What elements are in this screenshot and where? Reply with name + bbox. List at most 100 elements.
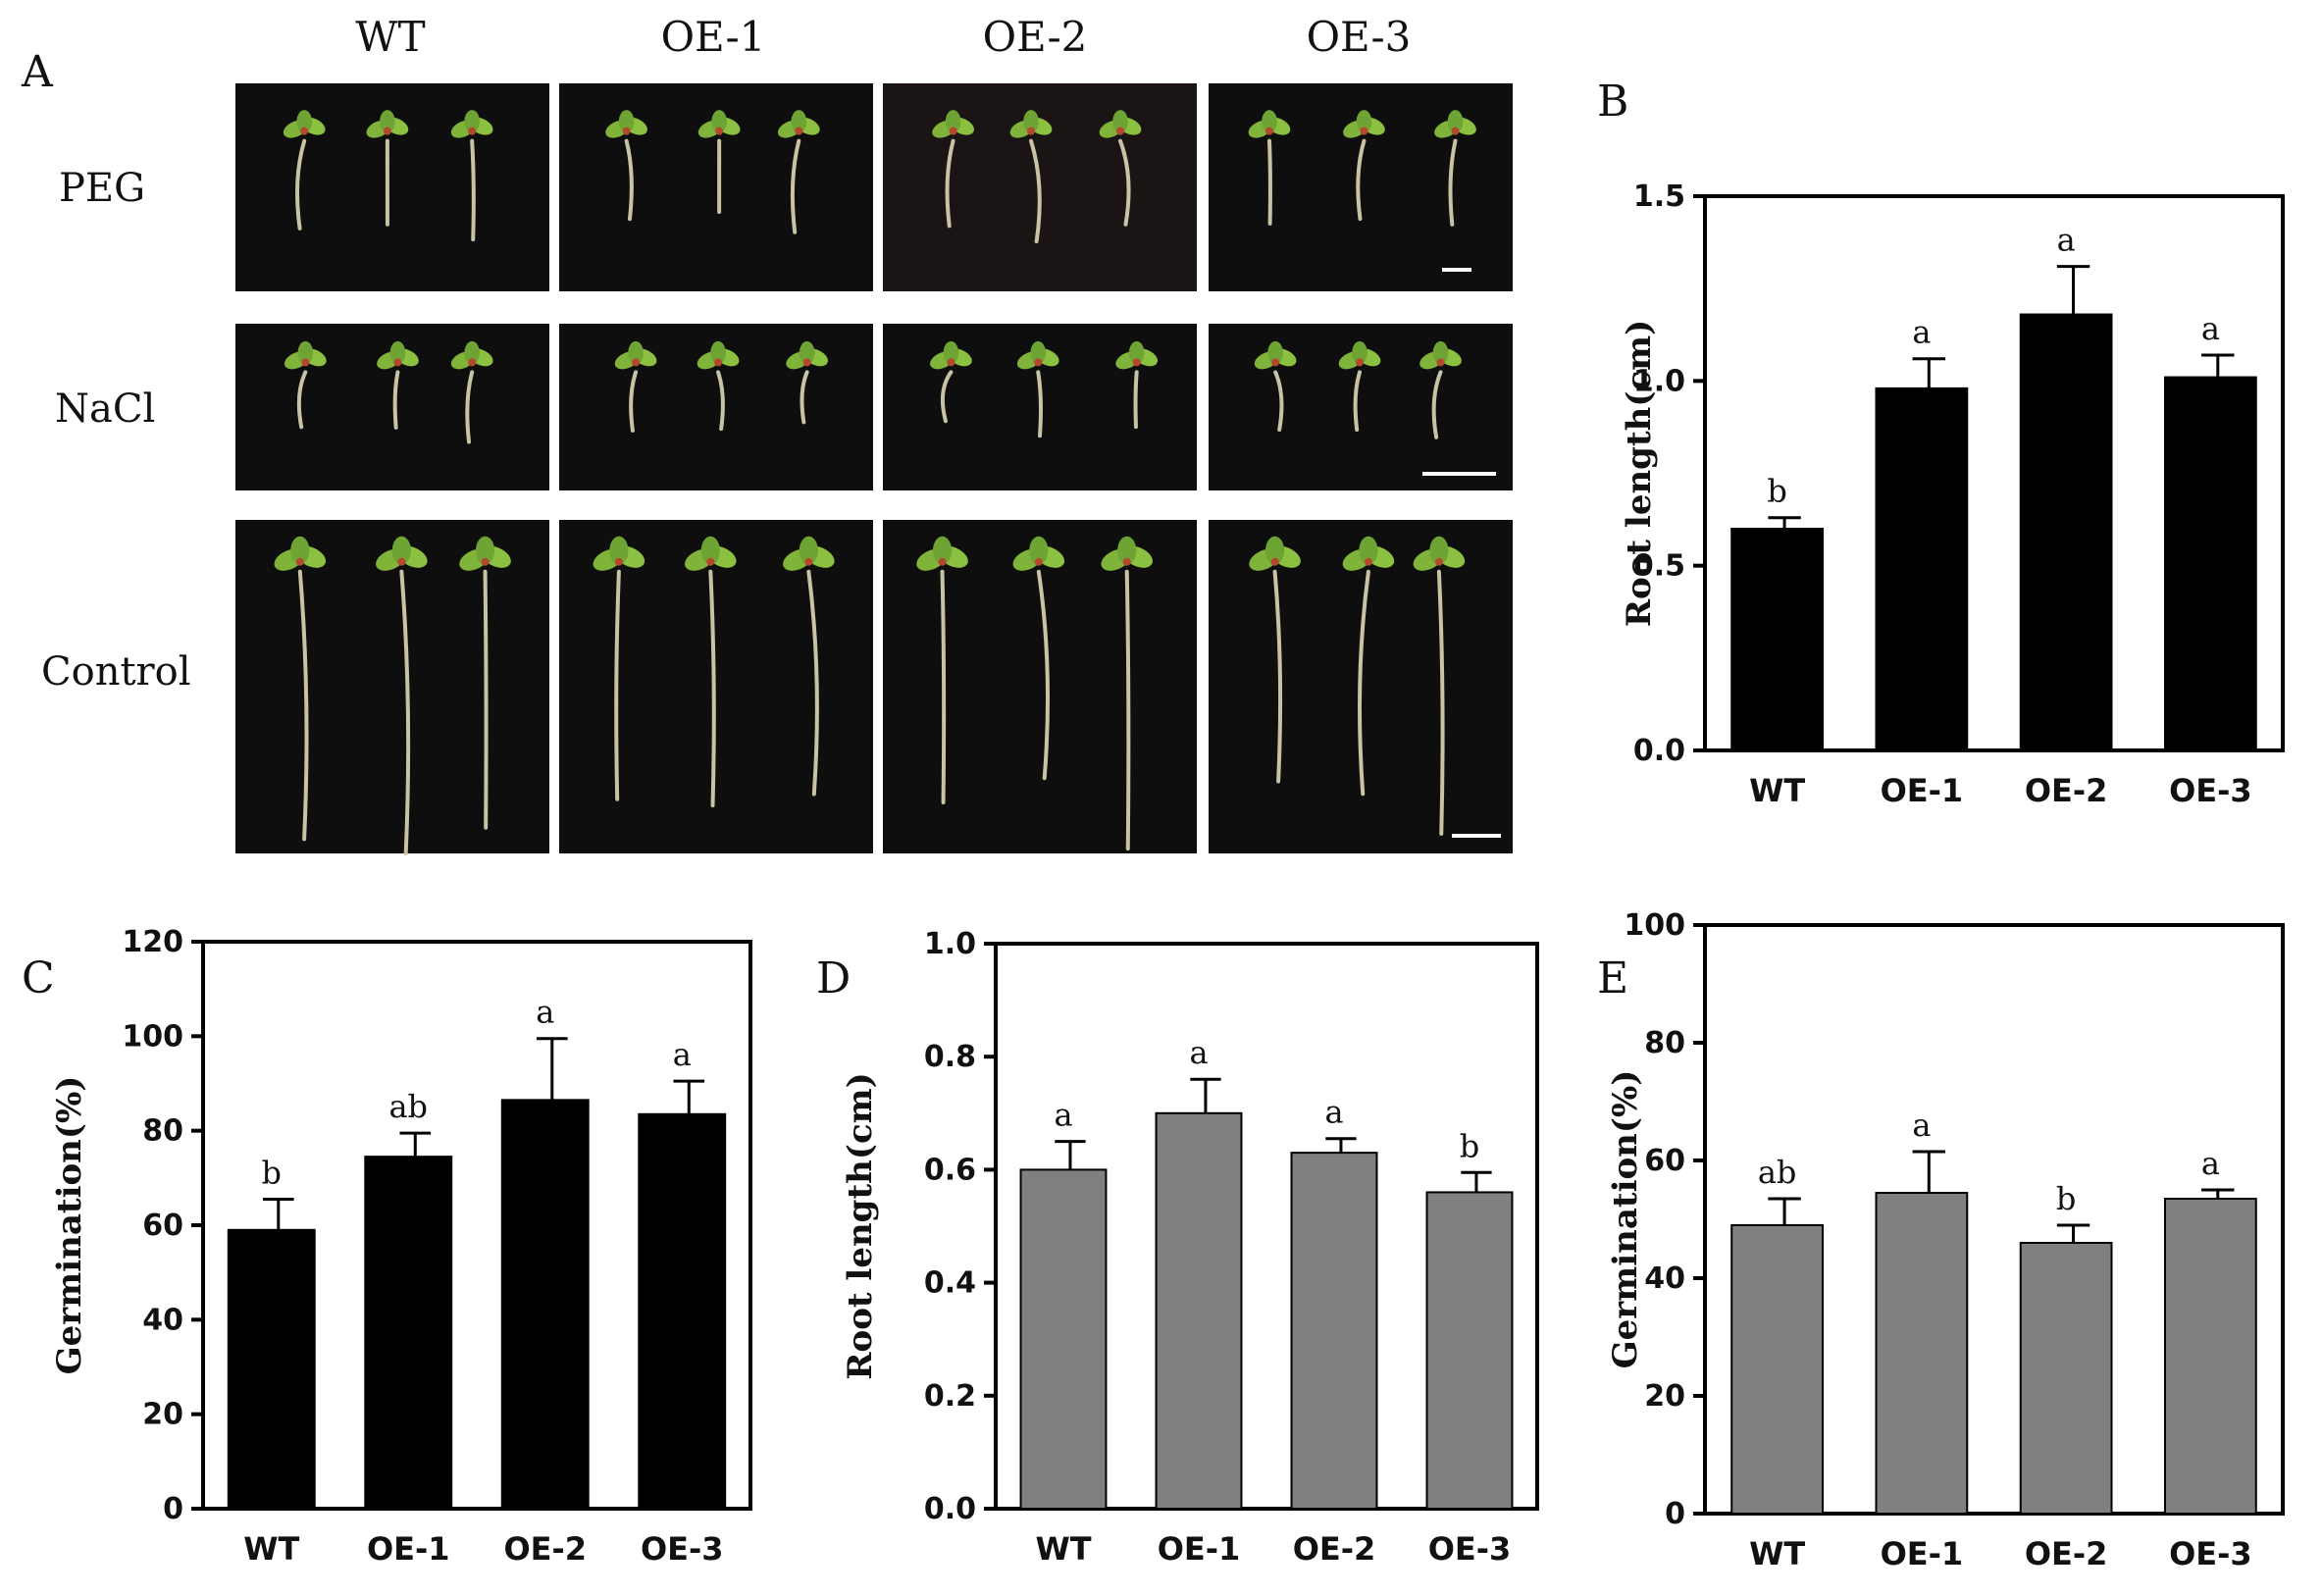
y-tick-label: 60	[142, 1209, 183, 1243]
treatment-label-peg: PEG	[59, 166, 145, 211]
y-tick-label: 100	[122, 1019, 183, 1054]
panel-label-a: A	[21, 47, 54, 97]
bar-wt	[1019, 1168, 1108, 1511]
seedling	[1115, 340, 1159, 430]
bar-wt	[1730, 1224, 1825, 1515]
plot-frame	[994, 942, 1539, 1511]
photo-control-oe1	[559, 520, 873, 853]
y-tick-label: 0.4	[924, 1266, 976, 1301]
seedling	[459, 536, 511, 830]
bar-oe-2	[1290, 1152, 1378, 1510]
bar-wt	[1730, 528, 1825, 751]
bar-oe-3	[1425, 1191, 1514, 1510]
seedling	[1413, 536, 1466, 836]
y-tick-label: 80	[1644, 1026, 1685, 1060]
seedling	[1016, 340, 1059, 438]
seedling	[697, 110, 741, 214]
seedling	[697, 340, 740, 432]
y-tick-label: 1.5	[1633, 180, 1685, 214]
x-tick-label: OE-2	[503, 1530, 587, 1568]
seedling	[614, 340, 657, 433]
x-tick-label: WT	[1749, 772, 1805, 809]
y-tick-label: 100	[1624, 908, 1685, 943]
significance-letter: a	[1912, 1107, 1931, 1144]
chart-e: E 0 20 40 60 80 100 Germination(%) ab WT a OE-1 b OE-…	[1597, 908, 2285, 1572]
y-tick-label: 20	[142, 1398, 183, 1432]
y-tick-label: 1.0	[924, 927, 976, 961]
chart-b: B 0.0 0.5 1.0 1.5 Root length(cm) b WT a OE-1 a OE-…	[1597, 77, 2285, 809]
seedling	[930, 340, 972, 424]
significance-letter: b	[2056, 1180, 2076, 1217]
seedling	[274, 536, 327, 842]
bar-oe-3	[638, 1112, 727, 1511]
significance-letter: a	[673, 1036, 692, 1073]
seedling	[916, 536, 968, 805]
seedling	[1099, 110, 1142, 227]
panel-a-photo-grid: A WT OE-1 OE-2 OE-3 PEG NaCl Control	[21, 13, 1513, 856]
genotype-header-oe2: OE-2	[983, 13, 1088, 61]
significance-letter: a	[2201, 1145, 2220, 1182]
significance-letter: a	[2057, 222, 2076, 259]
bar-wt	[227, 1228, 316, 1510]
bar-oe-3	[2163, 1198, 2257, 1515]
seedling	[283, 110, 326, 231]
bar-oe-2	[2019, 1242, 2113, 1515]
panel-label-d: D	[816, 953, 851, 1004]
significance-letter: ab	[1758, 1154, 1797, 1191]
x-tick-label: WT	[243, 1530, 299, 1568]
seedling	[1254, 340, 1297, 433]
significance-letter: a	[1054, 1097, 1072, 1134]
bar-oe-1	[364, 1156, 453, 1510]
seedling	[377, 340, 419, 430]
seedling	[1338, 340, 1381, 433]
seedling	[366, 110, 409, 227]
bar-oe-1	[1155, 1111, 1243, 1511]
panel-label-c: C	[22, 953, 55, 1004]
genotype-header-wt: WT	[355, 13, 425, 61]
x-tick-label: OE-1	[1881, 1535, 1964, 1572]
significance-letter: a	[1189, 1034, 1208, 1071]
genotype-header-oe1: OE-1	[661, 13, 766, 61]
seedling	[593, 536, 645, 801]
significance-letter: b	[262, 1155, 282, 1192]
y-tick-label: 0.0	[1633, 734, 1685, 768]
seedling	[284, 340, 327, 430]
y-tick-label: 120	[122, 925, 183, 959]
seedling-photos	[235, 83, 1513, 856]
genotype-header-oe3: OE-3	[1307, 13, 1412, 61]
x-tick-label: OE-2	[2025, 1535, 2108, 1572]
seedling	[376, 536, 428, 856]
seedling	[1419, 340, 1462, 439]
seedling	[450, 110, 493, 242]
x-tick-label: WT	[1035, 1530, 1091, 1568]
significance-letter: a	[1324, 1094, 1343, 1131]
y-tick-label: 40	[142, 1303, 183, 1337]
seedling	[1342, 536, 1395, 797]
seedling	[777, 110, 820, 234]
x-tick-label: OE-1	[1158, 1530, 1241, 1568]
significance-letter: a	[2201, 310, 2220, 347]
significance-letter: a	[536, 994, 554, 1031]
seedling	[1249, 536, 1301, 784]
bar-oe-1	[1875, 386, 1969, 751]
x-tick-label: OE-1	[367, 1530, 450, 1568]
y-tick-label: 1.0	[1633, 364, 1685, 398]
chart-c: C 0 20 40 60 80 100 120 Germination(%) b WT ab OE-1 a…	[22, 925, 752, 1568]
significance-letter: b	[1460, 1127, 1479, 1164]
y-tick-label: 40	[1644, 1261, 1685, 1296]
seedling	[1343, 110, 1385, 222]
panel-label-e: E	[1597, 953, 1628, 1004]
x-tick-label: OE-1	[1881, 772, 1964, 809]
y-axis-label: Root length(cm)	[1620, 320, 1659, 627]
x-tick-label: OE-3	[1428, 1530, 1512, 1568]
panel-label-b: B	[1597, 77, 1628, 127]
seedling	[1012, 536, 1065, 781]
x-tick-label: OE-2	[1293, 1530, 1376, 1568]
seedling	[605, 110, 647, 222]
plot-frame	[1703, 923, 2285, 1516]
seedling	[450, 340, 493, 444]
bar-oe-3	[2163, 376, 2257, 751]
seedling	[932, 110, 974, 229]
bar-oe-2	[2019, 313, 2113, 751]
